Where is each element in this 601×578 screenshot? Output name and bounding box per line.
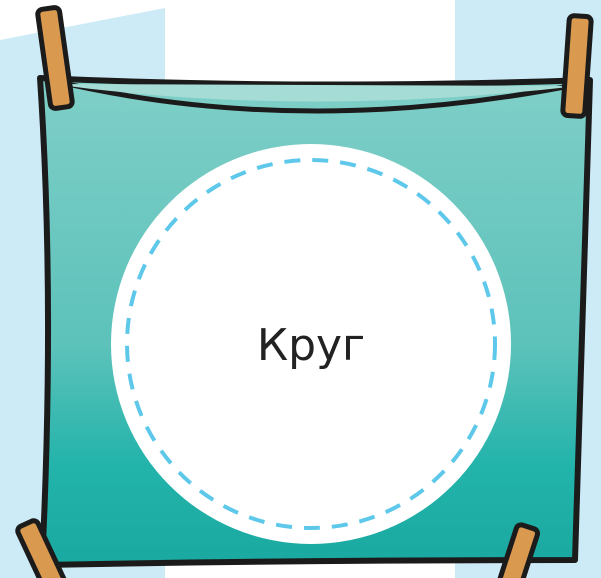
label: Круг [257, 320, 365, 371]
clothespin [563, 15, 592, 116]
illustration: Круг [0, 0, 601, 578]
page: Круг (() => { const data = JSON.parse(do… [0, 0, 601, 578]
